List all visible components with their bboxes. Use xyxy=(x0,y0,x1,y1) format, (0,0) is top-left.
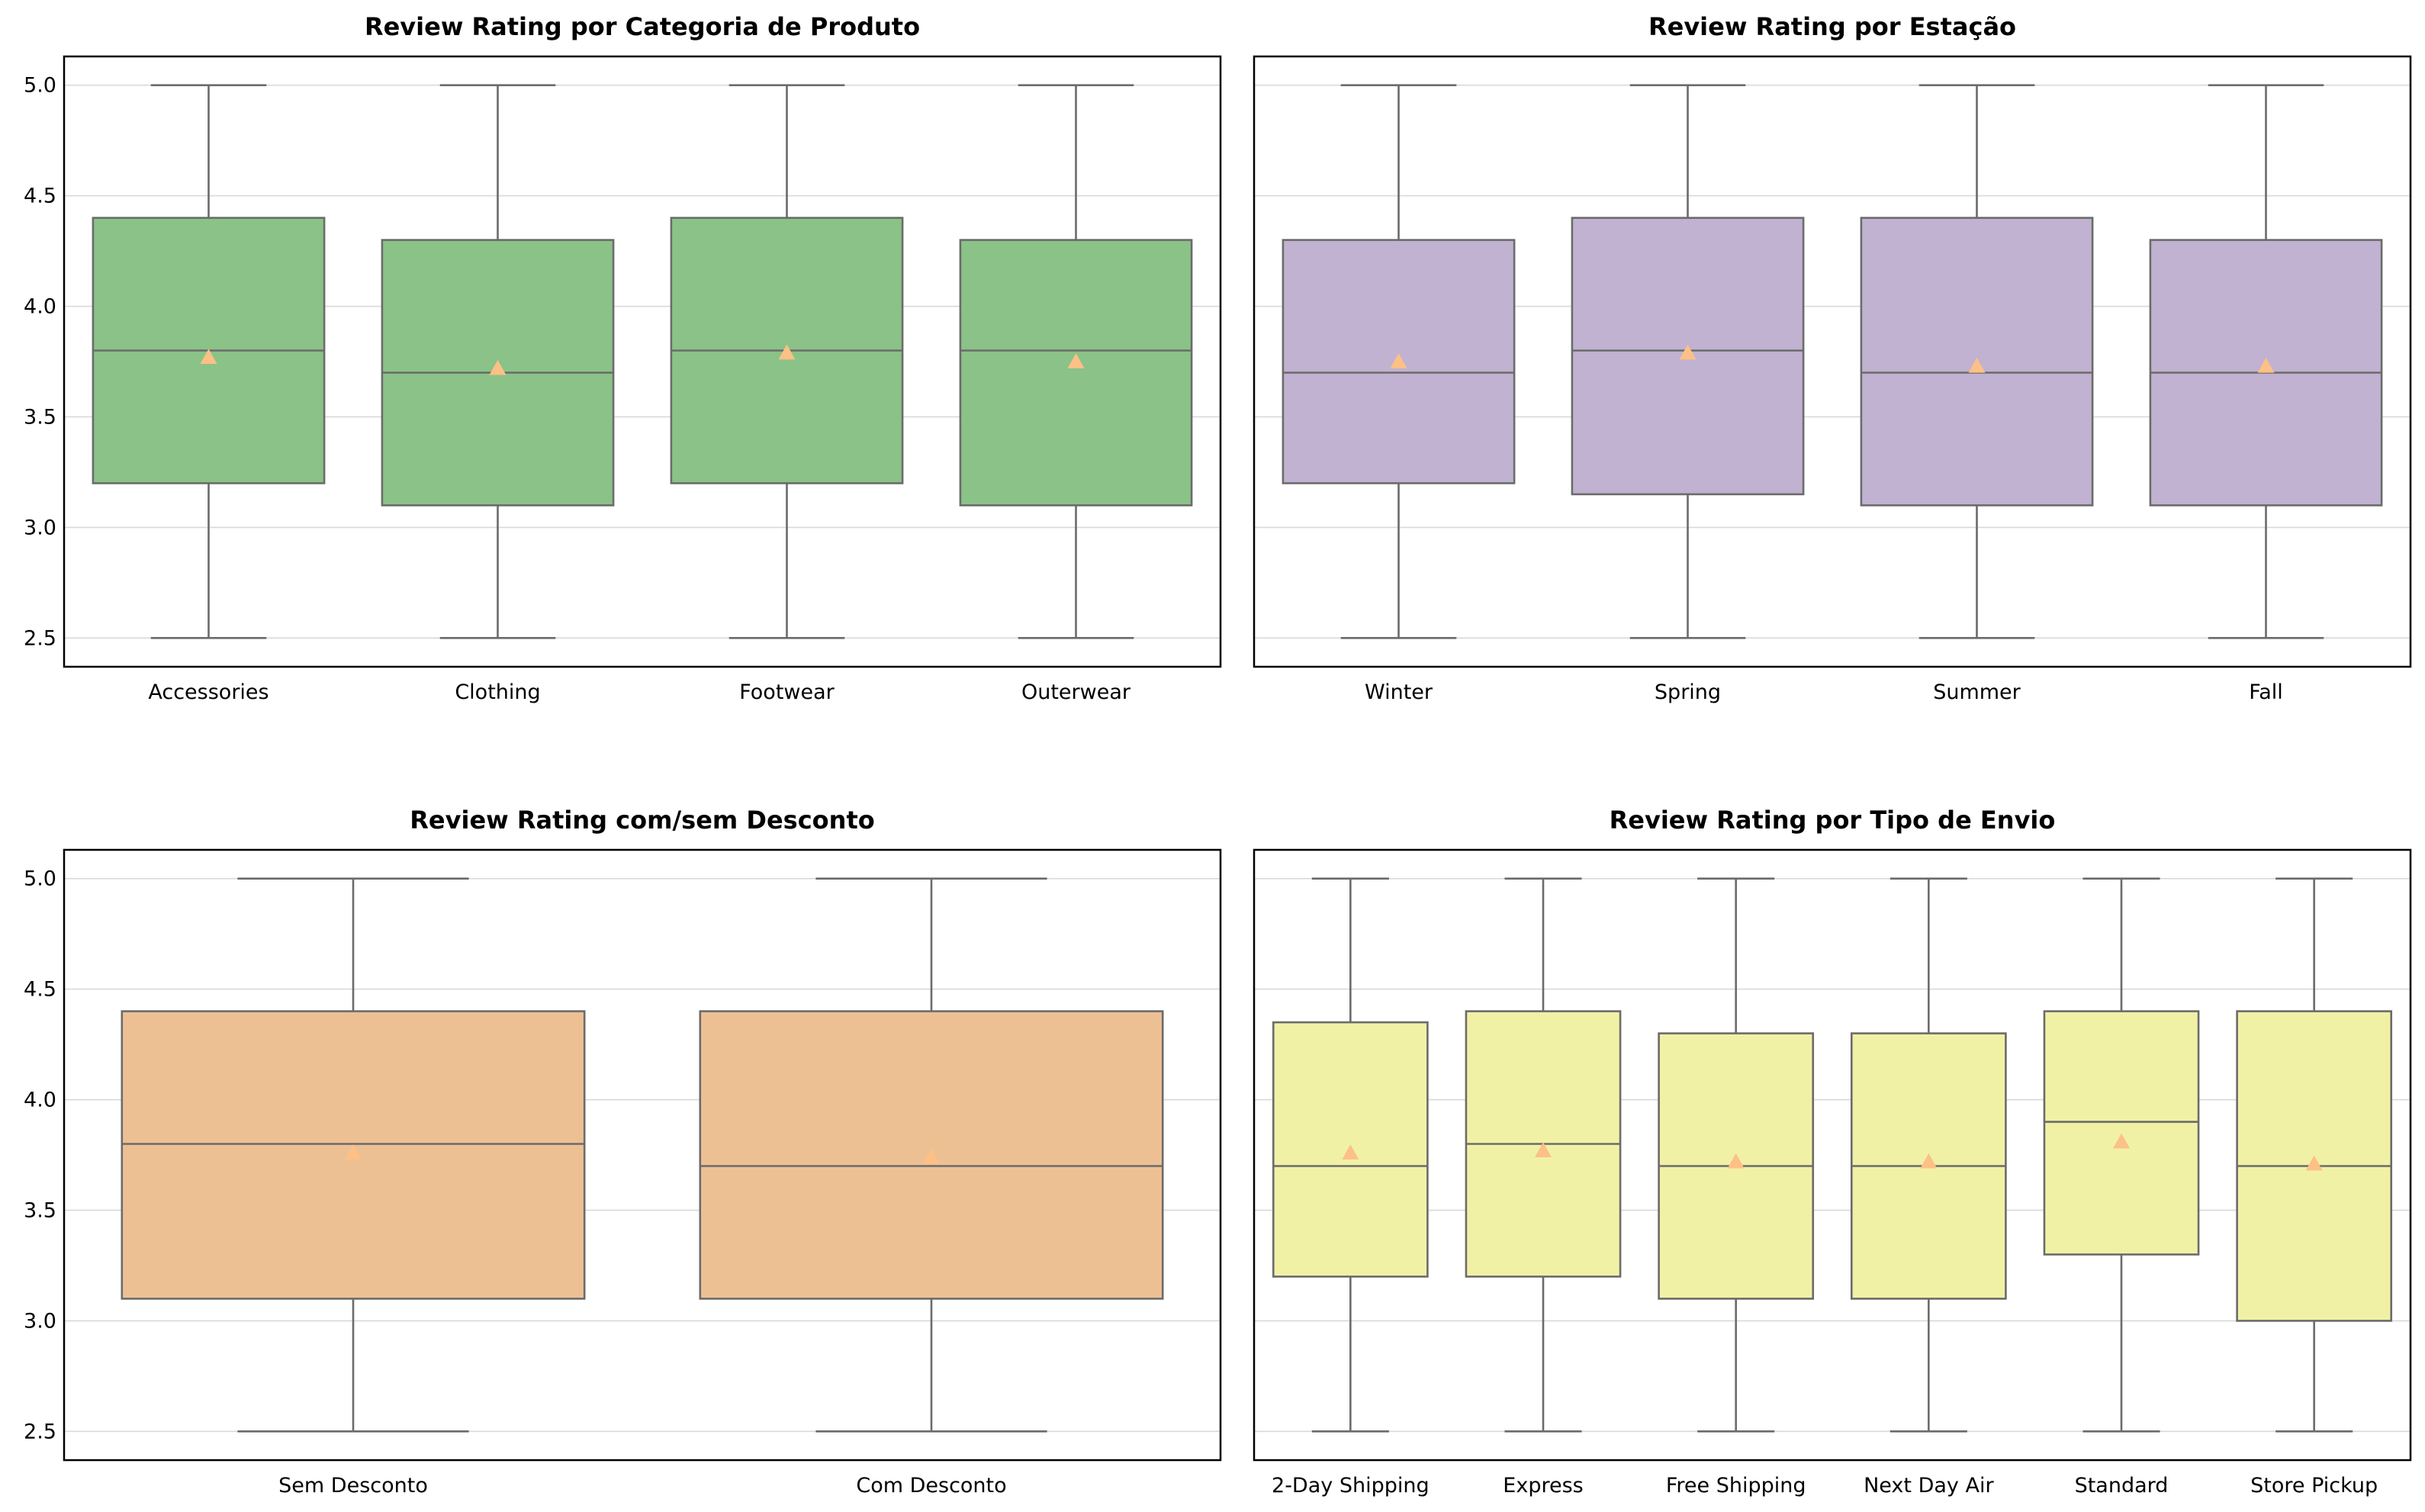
mean-marker xyxy=(778,344,796,360)
box-express xyxy=(1465,877,1622,1433)
y-tick-label: 4.5 xyxy=(24,978,56,1002)
box-standard xyxy=(2043,877,2200,1433)
x-tick-label: Clothing xyxy=(455,680,540,704)
y-tick-label: 4.5 xyxy=(24,185,56,208)
x-tick-label: Footwear xyxy=(739,680,835,704)
mean-marker xyxy=(200,349,217,365)
y-tick-label: 4.0 xyxy=(24,1089,56,1112)
y-tick-label: 5.0 xyxy=(24,74,56,98)
mean-marker xyxy=(923,1148,940,1164)
mean-marker xyxy=(2113,1133,2130,1149)
x-tick-label: Free Shipping xyxy=(1666,1474,1806,1498)
box-winter xyxy=(1282,84,1516,639)
y-tick-label: 4.0 xyxy=(24,295,56,319)
box-clothing xyxy=(381,84,615,639)
x-tick-label: 2-Day Shipping xyxy=(1272,1474,1430,1498)
mean-marker xyxy=(1535,1142,1552,1158)
box-outerwear xyxy=(959,84,1193,639)
chart-title: Review Rating com/sem Desconto xyxy=(410,806,874,835)
mean-marker xyxy=(1727,1153,1745,1169)
x-tick-label: Spring xyxy=(1655,680,1721,704)
x-tick-label: Summer xyxy=(1933,680,2021,704)
x-tick-label: Fall xyxy=(2249,680,2283,704)
mean-marker xyxy=(2257,357,2275,373)
mean-marker xyxy=(1390,353,1407,368)
box-sem-desconto xyxy=(121,877,586,1433)
x-tick-label: Com Desconto xyxy=(856,1474,1006,1498)
mean-marker xyxy=(345,1144,362,1160)
panel-discount: 2.5 3.0 3.5 4.0 4.5 5.0 Sem Desconto Com Descon… xyxy=(24,806,1222,1498)
box-footwear xyxy=(670,84,904,639)
y-tick-label: 3.5 xyxy=(24,1198,56,1222)
mean-marker xyxy=(1679,344,1697,360)
box-next-day-air xyxy=(1850,877,2007,1433)
x-tick-label: Outerwear xyxy=(1021,680,1131,704)
mean-marker xyxy=(1342,1144,1359,1160)
y-tick-label: 2.5 xyxy=(24,1420,56,1443)
box-2-day-shipping xyxy=(1272,877,1429,1433)
mean-marker xyxy=(489,359,507,375)
chart-title: Review Rating por Estação xyxy=(1648,12,2016,41)
box-spring xyxy=(1571,84,1805,639)
mean-marker xyxy=(1920,1153,1938,1169)
mean-marker xyxy=(1968,357,1986,373)
x-tick-label: Sem Desconto xyxy=(278,1474,428,1498)
axes-frame xyxy=(1253,55,2412,668)
x-tick-label: Winter xyxy=(1365,680,1433,704)
x-tick-label: Express xyxy=(1503,1474,1583,1498)
y-tick-label: 2.5 xyxy=(24,626,56,650)
y-tick-label: 3.0 xyxy=(24,1309,56,1333)
box-store-pickup xyxy=(2236,877,2393,1433)
panel-category: 2.5 3.0 3.5 4.0 4.5 5.0 Accessories Clothing Foo… xyxy=(24,12,1222,704)
axes-frame xyxy=(1253,848,2412,1462)
box-iqr xyxy=(2043,1010,2200,1256)
box-free-shipping xyxy=(1658,877,1815,1433)
x-tick-label: Accessories xyxy=(148,680,269,704)
box-fall xyxy=(2149,84,2383,639)
box-accessories xyxy=(92,84,326,639)
y-tick-label: 3.5 xyxy=(24,405,56,429)
panel-shipping: 2-Day Shipping Express Free Shipping Next D… xyxy=(1253,806,2412,1498)
mean-marker xyxy=(2305,1155,2323,1171)
y-tick-label: 3.0 xyxy=(24,516,56,539)
axes-frame xyxy=(63,848,1222,1462)
box-summer xyxy=(1860,84,2094,639)
mean-marker xyxy=(1067,353,1085,368)
y-tick-label: 5.0 xyxy=(24,867,56,891)
chart-title: Review Rating por Tipo de Envio xyxy=(1610,806,2056,835)
x-tick-label: Standard xyxy=(2075,1474,2169,1498)
axes-frame xyxy=(63,55,1222,668)
panel-season: Winter Spring Summer Fall Review Rating por … xyxy=(1253,12,2412,704)
x-tick-label: Next Day Air xyxy=(1864,1474,1994,1498)
box-iqr xyxy=(959,239,1193,507)
chart-title: Review Rating por Categoria de Produto xyxy=(365,12,920,41)
x-tick-label: Store Pickup xyxy=(2250,1474,2378,1498)
box-com-desconto xyxy=(699,877,1164,1433)
